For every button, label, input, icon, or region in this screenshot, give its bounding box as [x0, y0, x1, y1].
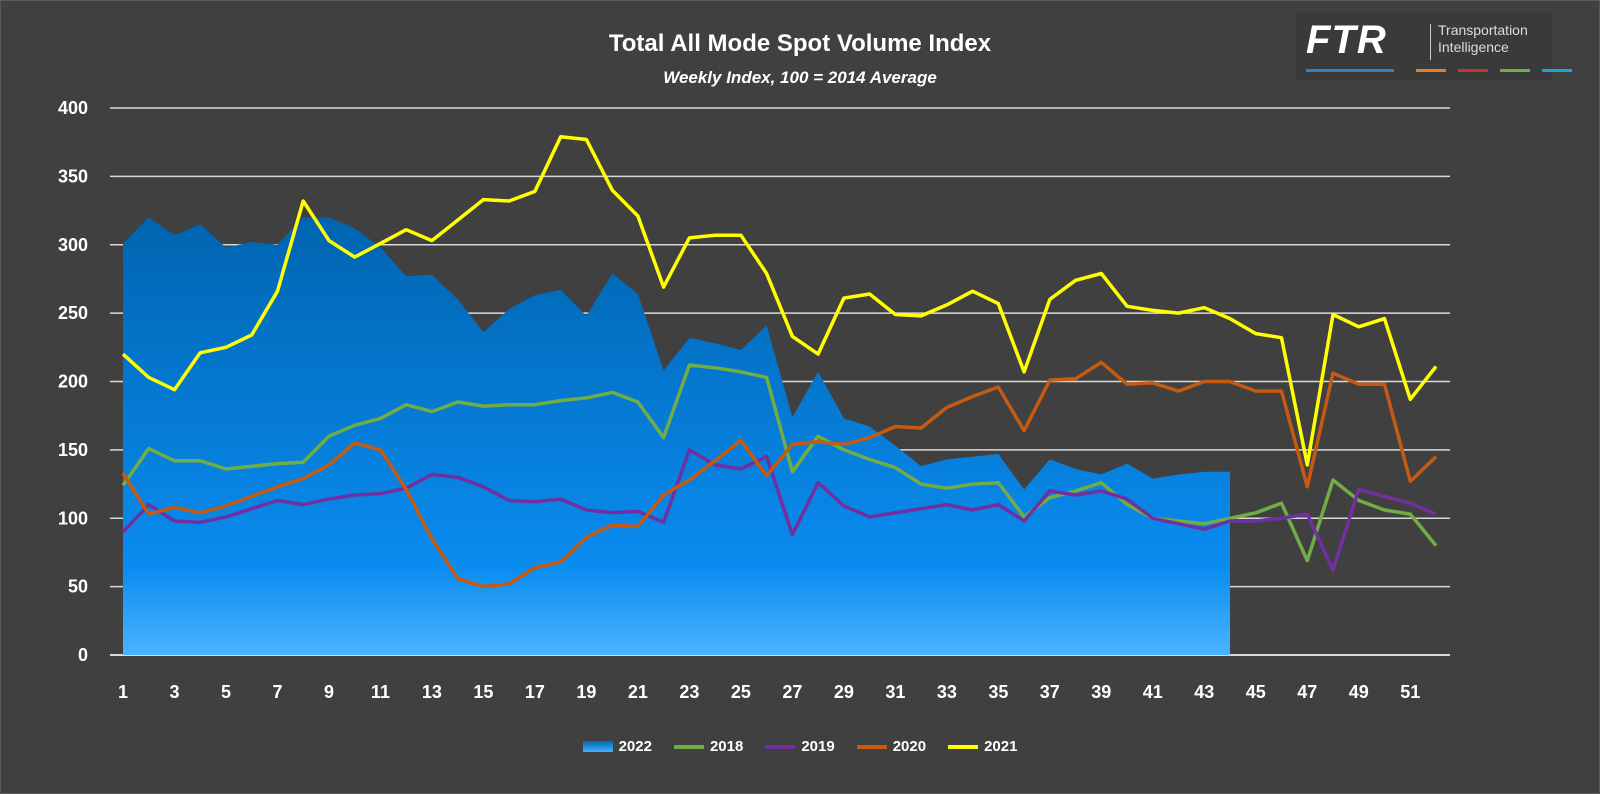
- y-tick-label: 300: [58, 235, 88, 255]
- legend-item-2019: 2019: [765, 738, 835, 755]
- legend-swatch: [765, 744, 796, 749]
- x-tick-label: 11: [371, 682, 390, 702]
- y-tick-label: 400: [58, 98, 88, 118]
- x-tick-label: 1: [118, 682, 128, 702]
- x-tick-label: 49: [1349, 682, 1369, 702]
- series-line-2021: [121, 134, 1438, 467]
- x-tick-label: 35: [988, 682, 1008, 702]
- legend-swatch: [948, 744, 979, 749]
- legend-label: 2018: [709, 738, 744, 755]
- chart-title: Total All Mode Spot Volume Index: [608, 30, 992, 57]
- x-tick-label: 43: [1194, 682, 1214, 702]
- x-tick-label: 7: [272, 682, 282, 702]
- x-tick-label: 3: [169, 682, 179, 702]
- legend-item-2018: 2018: [673, 738, 744, 755]
- series-line-2019: [121, 448, 1437, 572]
- x-tick-label: 47: [1297, 682, 1317, 702]
- x-tick-label: 31: [885, 682, 905, 702]
- x-tick-label: 45: [1246, 682, 1266, 702]
- x-tick-label: 33: [937, 682, 957, 702]
- logo-bar: [1458, 69, 1488, 72]
- y-tick-label: 200: [58, 372, 88, 392]
- y-tick-label: 250: [58, 303, 88, 323]
- legend-label: 2021: [984, 738, 1018, 755]
- legend-label: 2020: [892, 738, 927, 755]
- legend-swatch: [673, 744, 704, 749]
- y-tick-label: 0: [78, 645, 88, 665]
- legend-label: 2019: [801, 738, 835, 755]
- y-tick-label: 150: [58, 440, 88, 460]
- logo-tagline: Transportation Intelligence: [1438, 22, 1528, 55]
- x-tick-label: 51: [1400, 682, 1420, 702]
- legend: 2022 2018 2019 2020 2021: [0, 738, 1600, 755]
- logo-separator: [1430, 24, 1431, 60]
- series-line-2018: [121, 363, 1438, 563]
- series-area-2022: [123, 217, 1231, 655]
- x-tick-label: 23: [679, 682, 699, 702]
- legend-swatch: [582, 741, 613, 752]
- legend-item-2022: 2022: [582, 738, 652, 755]
- logo-wordmark: FTR: [1306, 18, 1387, 62]
- logo-bar: [1306, 69, 1394, 72]
- y-tick-label: 100: [58, 508, 88, 528]
- y-tick-label: 350: [58, 166, 88, 186]
- y-tick-label: 50: [68, 577, 88, 597]
- series-line-2020: [121, 360, 1438, 589]
- logo-bar: [1500, 69, 1530, 72]
- logo-bar: [1416, 69, 1446, 72]
- legend-label: 2022: [618, 738, 652, 755]
- x-tick-label: 29: [834, 682, 854, 702]
- x-tick-label: 25: [731, 682, 751, 702]
- logo-color-bars: [1306, 69, 1572, 72]
- x-tick-label: 39: [1091, 682, 1111, 702]
- x-tick-label: 17: [525, 682, 545, 702]
- legend-swatch: [856, 744, 887, 749]
- x-tick-label: 13: [422, 682, 442, 702]
- x-tick-label: 9: [324, 682, 334, 702]
- x-tick-label: 37: [1040, 682, 1060, 702]
- logo-bar: [1542, 69, 1572, 72]
- x-tick-label: 27: [782, 682, 802, 702]
- chart-subtitle: Weekly Index, 100 = 2014 Average: [663, 68, 937, 87]
- x-tick-label: 5: [221, 682, 231, 702]
- x-tick-label: 21: [628, 682, 648, 702]
- legend-item-2020: 2020: [856, 738, 927, 755]
- x-tick-label: 15: [473, 682, 493, 702]
- x-tick-label: 19: [576, 682, 596, 702]
- ftr-logo: FTR Transportation Intelligence: [1296, 12, 1572, 80]
- x-tick-label: 41: [1143, 682, 1163, 702]
- legend-item-2021: 2021: [948, 738, 1017, 755]
